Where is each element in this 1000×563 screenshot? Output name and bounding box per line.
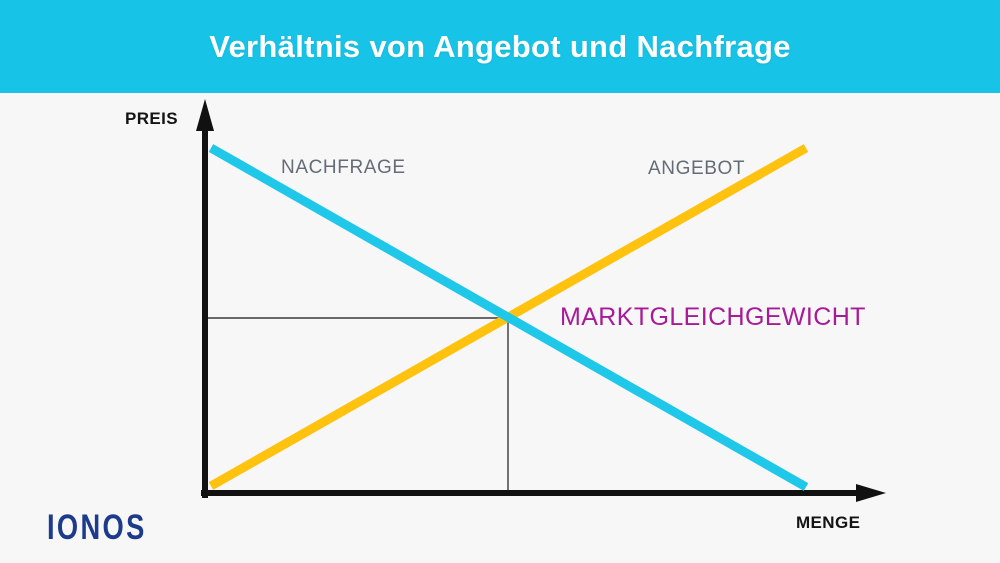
y-axis-arrowhead — [196, 99, 214, 131]
page-title: Verhältnis von Angebot und Nachfrage — [209, 28, 791, 64]
x-axis-label: MENGE — [796, 513, 861, 532]
x-axis-arrowhead — [856, 484, 886, 502]
demand-label: NACHFRAGE — [281, 157, 406, 178]
ionos-logo: IONOS — [47, 508, 147, 547]
supply-label: ANGEBOT — [648, 158, 746, 179]
y-axis-label: PREIS — [125, 109, 179, 128]
equilibrium-label: MARKTGLEICHGEWICHT — [560, 303, 866, 331]
header-banner: Verhältnis von Angebot und Nachfrage — [0, 0, 1000, 93]
demand-line — [208, 144, 809, 491]
